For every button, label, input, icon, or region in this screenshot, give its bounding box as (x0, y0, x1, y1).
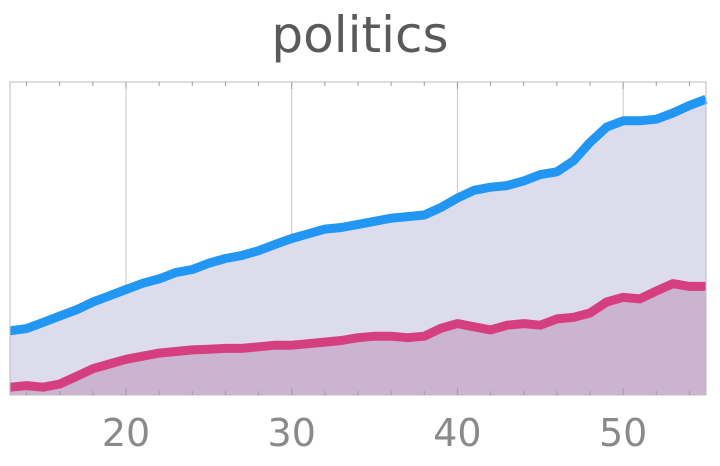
series-2-line (9, 279, 706, 392)
line-layer (9, 94, 708, 392)
x-tick-label-30: 30 (268, 411, 316, 455)
x-tick-label-50: 50 (599, 411, 647, 455)
x-tick-label-20: 20 (102, 411, 150, 455)
area-layer (10, 99, 706, 395)
series-1-line (9, 94, 708, 336)
chart-title: politics (271, 6, 449, 64)
x-tick-labels: 20 30 40 50 (102, 411, 648, 455)
x-tick-label-40: 40 (433, 411, 481, 455)
minor-ticks (26, 82, 690, 395)
